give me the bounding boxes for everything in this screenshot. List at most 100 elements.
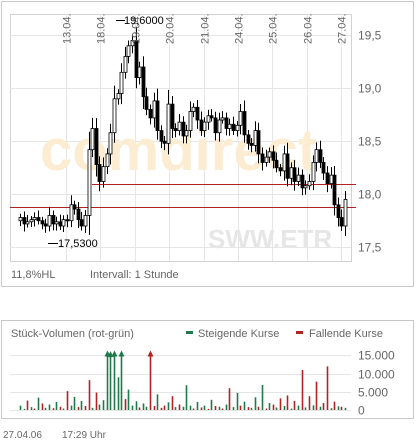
candle-body (51, 215, 56, 225)
candle-body (184, 130, 189, 137)
price-x-tick: 27.04. (337, 13, 349, 44)
high-label: 19,6000 (124, 15, 164, 27)
candle-body (195, 106, 200, 121)
candle-body (32, 217, 37, 221)
volume-y-tick-labels: 15.000 10.000 5.000 0 (358, 349, 395, 418)
candle-body (181, 121, 186, 137)
price-y-tick: 18,5 (358, 135, 382, 149)
candle-body (303, 185, 308, 189)
candle-body (101, 166, 106, 182)
candle-body (105, 153, 110, 168)
candle-body (278, 167, 283, 172)
x-tick-labels: 13.04. 18.04. 19.04. 20.04. 21.04. 24.04. 25.0… (62, 13, 349, 44)
candle-body (217, 119, 222, 134)
candle-body (339, 217, 344, 227)
candle-body (292, 167, 297, 182)
candle-body (242, 111, 247, 136)
candle-body (224, 117, 229, 129)
watermark-code: SWW.ETR (208, 224, 332, 254)
volume-y-tick: 15.000 (358, 349, 395, 363)
candle-body (65, 219, 70, 222)
candle-body (162, 140, 167, 144)
candle-body (235, 124, 240, 132)
candle-body (321, 162, 326, 174)
price-grid (10, 14, 351, 261)
candle-body (249, 142, 254, 146)
y-tick-labels: 19,5 19,0 18,5 18,0 17,5 (358, 29, 382, 255)
price-x-tick: 19.04. (131, 13, 143, 44)
candle-body (90, 128, 95, 151)
price-y-tick: 17,5 (358, 241, 382, 255)
candle-body (227, 123, 232, 129)
price-y-tick: 19,5 (358, 29, 382, 43)
volume-overflow-arrow (118, 350, 125, 357)
support-lines (10, 184, 356, 208)
candle-body (79, 219, 84, 227)
candle-body (76, 208, 81, 221)
candle-body (87, 149, 92, 216)
candle-body (94, 128, 99, 165)
candle-body (220, 117, 225, 121)
candle-body (83, 215, 88, 227)
volume-y-tick: 0 (358, 404, 365, 418)
candle-body (202, 121, 207, 132)
candle-body (285, 153, 290, 179)
volume-y-tick: 10.000 (358, 368, 395, 382)
candle-body (126, 45, 131, 57)
candle-body (22, 217, 27, 225)
price-x-tick: 21.04. (200, 13, 212, 44)
price-x-tick: 18.04. (96, 13, 108, 44)
candle-body (47, 215, 52, 227)
candle-body (141, 66, 146, 98)
candle-body (177, 121, 182, 132)
footer-date: 27.04.06 (3, 430, 42, 441)
candle-body (173, 128, 178, 132)
range-label: 11,8%HL (11, 269, 55, 281)
volume-bars (19, 355, 347, 410)
candle-body (300, 174, 305, 189)
candle-body (152, 100, 157, 119)
candle-body (307, 181, 312, 187)
candle-body (54, 221, 59, 225)
candle-body (329, 174, 334, 185)
candle-body (134, 40, 139, 79)
candle-body (188, 111, 193, 132)
candle-body (159, 130, 164, 142)
candle-body (69, 204, 74, 222)
price-y-tick: 19,0 (358, 82, 382, 96)
volume-overflow-arrows (104, 350, 154, 358)
candle-body (206, 115, 211, 123)
candle-body (108, 132, 113, 155)
low-label: 17,5300 (58, 238, 98, 250)
candle-body (191, 106, 196, 112)
candle-body (36, 217, 41, 222)
candle-body (199, 119, 204, 132)
candle-body (343, 199, 348, 227)
candle-body (253, 130, 258, 146)
candle-body (155, 100, 160, 132)
candle-body (112, 98, 117, 134)
candle-body (296, 174, 301, 182)
candle-body (29, 219, 34, 223)
legend-down-swatch (296, 331, 303, 334)
candle-body (213, 117, 218, 134)
candle-body (137, 66, 142, 79)
candle-body (144, 96, 149, 110)
volume-overflow-arrow (111, 350, 118, 357)
candle-body (130, 40, 135, 47)
candle-body (336, 204, 341, 218)
price-x-tick: 24.04. (234, 13, 246, 44)
interval-label: Intervall: 1 Stunde (90, 269, 179, 281)
candle-body (123, 56, 128, 73)
candle-body (18, 217, 23, 222)
volume-overflow-arrow (147, 350, 154, 357)
candle-body (97, 164, 102, 182)
price-x-tick: 26.04. (303, 13, 315, 44)
candle-body (238, 111, 243, 126)
price-x-tick: 25.04. (268, 13, 280, 44)
candle-body (318, 149, 323, 163)
candle-body (282, 153, 287, 172)
candle-body (311, 162, 316, 182)
candle-body (40, 220, 45, 225)
